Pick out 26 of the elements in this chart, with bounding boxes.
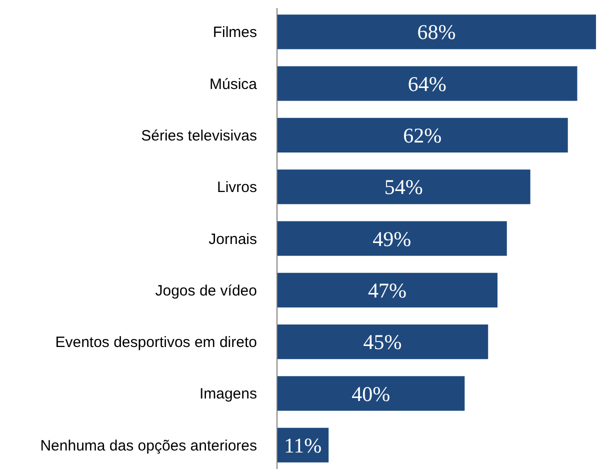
- y-tick-label: Música: [209, 76, 258, 93]
- data-label: 11%: [284, 433, 322, 458]
- data-label: 49%: [372, 226, 412, 251]
- data-label: 64%: [408, 72, 446, 96]
- bar: [277, 221, 507, 256]
- data-label: 47%: [368, 278, 406, 303]
- bar: [277, 118, 568, 152]
- y-tick-label: Jogos de vídeo: [155, 282, 257, 300]
- y-tick-label: Jornais: [208, 230, 257, 248]
- y-tick-label: Imagens: [199, 386, 257, 403]
- data-label: 54%: [384, 175, 423, 200]
- bar: [277, 66, 578, 101]
- y-tick-label: Filmes: [212, 24, 257, 42]
- bar: [277, 376, 465, 411]
- bar: [277, 14, 596, 50]
- bar: [277, 272, 498, 308]
- data-label: 62%: [403, 124, 442, 148]
- y-tick-label: Livros: [216, 179, 257, 196]
- bar: [277, 170, 530, 204]
- data-label: 45%: [363, 330, 402, 354]
- data-label: 40%: [352, 382, 390, 406]
- bar: [277, 324, 488, 360]
- y-tick-label: Nenhuma das opções anteriores: [40, 437, 257, 454]
- y-tick-label: Eventos desportivos em direto: [55, 334, 257, 352]
- data-label: 68%: [417, 20, 456, 44]
- y-tick-label: Séries televisivas: [141, 127, 257, 144]
